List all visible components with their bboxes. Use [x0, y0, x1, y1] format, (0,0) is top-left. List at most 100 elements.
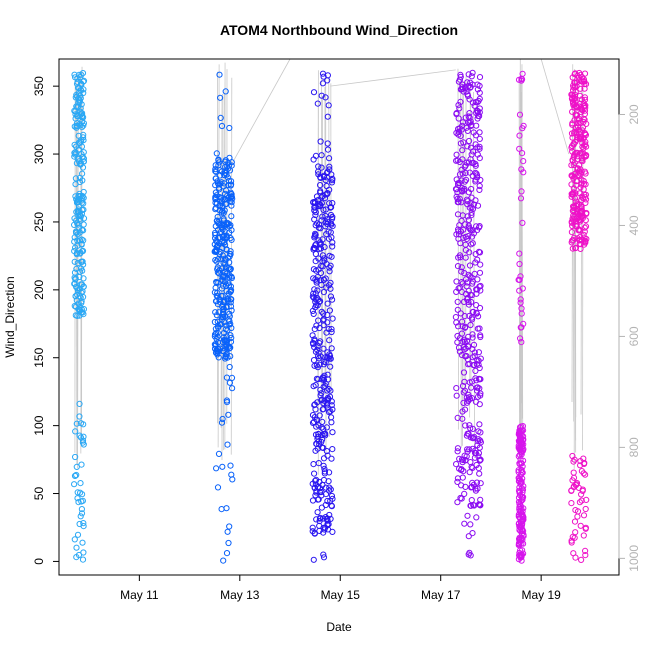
data-point	[453, 461, 460, 468]
data-point	[474, 174, 481, 181]
data-point	[476, 304, 484, 312]
data-point	[467, 79, 474, 86]
data-point	[79, 439, 87, 446]
data-point	[453, 392, 460, 399]
data-point	[518, 517, 526, 525]
data-point	[516, 527, 523, 534]
data-point	[319, 406, 326, 413]
data-point	[324, 113, 331, 120]
data-point	[322, 223, 329, 230]
data-point	[324, 404, 331, 411]
data-point	[329, 429, 336, 436]
data-point	[213, 278, 220, 286]
data-point	[327, 293, 334, 300]
data-point	[456, 284, 463, 291]
data-point	[225, 165, 232, 172]
data-point	[226, 154, 233, 161]
data-point	[459, 147, 466, 154]
data-point	[473, 302, 480, 309]
data-point	[516, 132, 523, 139]
data-point	[324, 497, 331, 505]
pressure-trace	[220, 96, 223, 428]
data-point	[223, 232, 230, 239]
data-point	[455, 254, 462, 261]
data-point	[220, 273, 227, 281]
data-point	[520, 441, 527, 448]
data-point	[455, 128, 462, 135]
chart-title: ATOM4 Northbound Wind_Direction	[220, 22, 458, 38]
data-point	[78, 80, 85, 87]
data-point	[469, 69, 476, 76]
data-point	[465, 301, 472, 308]
data-point	[519, 486, 527, 493]
data-point	[570, 161, 577, 168]
data-point	[458, 495, 465, 502]
data-point	[517, 479, 524, 486]
data-point	[309, 497, 317, 504]
pressure-connector	[540, 58, 570, 155]
data-point	[227, 296, 234, 303]
data-point	[457, 310, 464, 317]
data-point	[74, 495, 81, 502]
data-point	[467, 321, 474, 329]
data-point	[315, 430, 322, 438]
data-point	[212, 206, 219, 213]
data-point	[453, 385, 460, 392]
data-point	[314, 197, 322, 204]
data-point	[457, 71, 464, 79]
data-point	[465, 533, 472, 540]
data-point	[309, 524, 316, 531]
data-point	[582, 547, 589, 555]
data-point	[571, 173, 578, 180]
data-point	[229, 385, 236, 392]
data-point	[328, 179, 336, 186]
data-point	[463, 176, 470, 183]
data-point	[455, 102, 462, 109]
data-point	[463, 196, 470, 203]
data-point	[477, 287, 484, 294]
data-point	[320, 345, 327, 352]
data-point	[458, 187, 466, 194]
data-point	[578, 106, 585, 113]
data-point	[215, 186, 223, 193]
data-point	[468, 274, 475, 281]
data-point	[325, 102, 332, 109]
data-point	[316, 527, 323, 535]
data-point	[571, 456, 578, 463]
data-point	[468, 497, 475, 504]
data-point	[459, 84, 466, 91]
data-point	[517, 428, 525, 435]
data-point	[214, 333, 221, 340]
data-point	[474, 485, 481, 492]
data-point	[515, 276, 522, 283]
data-point	[311, 207, 318, 214]
data-point	[214, 351, 221, 358]
data-point	[214, 348, 221, 355]
data-point	[466, 96, 473, 103]
data-point	[458, 351, 465, 359]
data-point	[71, 536, 78, 543]
data-point	[211, 318, 218, 326]
data-point	[461, 221, 468, 228]
data-point	[476, 155, 483, 162]
data-point	[459, 415, 466, 422]
data-point	[463, 283, 470, 290]
data-point	[221, 172, 228, 179]
data-point	[326, 252, 333, 259]
data-point	[477, 439, 484, 446]
data-point	[453, 278, 460, 285]
data-point	[217, 228, 225, 235]
data-point	[579, 487, 586, 494]
data-point	[226, 523, 233, 530]
data-point	[320, 400, 327, 407]
data-point	[225, 290, 232, 297]
data-point	[459, 156, 466, 163]
data-point	[459, 119, 466, 126]
data-point	[226, 310, 233, 317]
pressure-trace	[457, 68, 459, 430]
data-point	[517, 456, 524, 463]
data-point	[458, 264, 465, 271]
data-point	[456, 171, 464, 178]
data-point	[456, 105, 463, 112]
data-point	[468, 73, 475, 80]
